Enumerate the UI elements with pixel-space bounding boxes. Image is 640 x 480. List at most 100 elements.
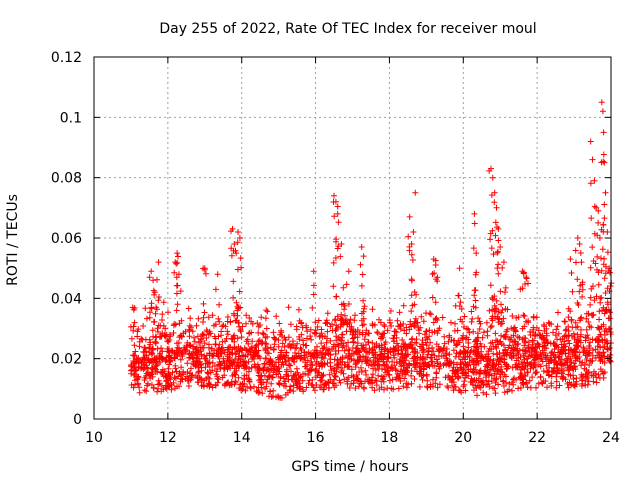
data-point <box>556 382 563 389</box>
data-point <box>224 379 231 386</box>
data-point <box>412 320 418 327</box>
data-point <box>597 354 604 361</box>
data-point <box>606 269 613 276</box>
data-point <box>560 344 567 351</box>
data-point <box>335 219 342 226</box>
data-point <box>399 337 406 343</box>
data-point <box>496 349 503 356</box>
data-point <box>483 319 490 326</box>
data-point <box>471 210 478 217</box>
data-point <box>542 378 549 385</box>
data-point <box>391 362 398 369</box>
data-point <box>424 377 431 384</box>
data-point <box>502 305 509 312</box>
data-point <box>551 346 558 353</box>
data-point <box>144 382 150 389</box>
data-point <box>234 239 241 246</box>
data-point <box>419 376 426 383</box>
data-point <box>361 385 368 392</box>
data-point <box>553 384 560 391</box>
data-point <box>491 385 498 392</box>
data-point <box>476 326 483 332</box>
data-point <box>418 365 425 372</box>
data-point <box>345 363 352 370</box>
data-point <box>492 219 499 226</box>
data-point <box>449 367 456 374</box>
data-point <box>206 383 213 390</box>
data-point <box>470 349 477 356</box>
data-point <box>558 341 565 348</box>
data-point <box>393 376 400 383</box>
data-point <box>329 327 336 334</box>
data-point <box>412 339 418 346</box>
data-point <box>553 373 560 380</box>
data-point <box>339 331 346 338</box>
data-point <box>601 159 608 166</box>
data-point <box>523 274 530 281</box>
data-point <box>165 374 172 381</box>
data-point <box>287 383 294 390</box>
data-point <box>287 362 294 369</box>
data-point <box>141 377 148 383</box>
data-point <box>212 286 219 293</box>
data-point <box>515 360 522 367</box>
data-point <box>177 356 184 363</box>
data-point <box>150 384 157 391</box>
data-point <box>395 385 402 392</box>
data-point <box>273 394 279 401</box>
data-point <box>513 314 520 321</box>
data-point <box>335 334 342 341</box>
data-point <box>348 323 355 330</box>
data-point <box>593 379 600 386</box>
x-axis-label: GPS time / hours <box>291 459 408 475</box>
data-point <box>598 294 605 301</box>
data-point <box>571 336 578 342</box>
data-point <box>342 312 348 319</box>
data-point <box>345 354 352 361</box>
data-point <box>329 380 336 387</box>
data-point <box>554 367 561 374</box>
data-point <box>492 330 499 337</box>
data-point <box>158 345 165 352</box>
data-point <box>306 367 313 374</box>
data-point <box>310 353 317 360</box>
data-point <box>350 357 357 364</box>
data-point <box>242 387 249 394</box>
data-point <box>224 331 231 338</box>
data-point <box>433 369 440 376</box>
data-point <box>567 256 574 263</box>
data-point <box>472 297 479 304</box>
data-point <box>378 333 385 340</box>
data-point <box>261 361 268 368</box>
data-point <box>293 355 300 362</box>
data-point <box>490 296 496 303</box>
data-point <box>420 346 427 353</box>
data-point <box>591 297 598 304</box>
data-point <box>209 384 216 391</box>
data-point <box>316 333 323 340</box>
data-point <box>504 326 511 333</box>
data-point <box>457 351 464 358</box>
data-point <box>292 345 299 352</box>
data-point <box>563 333 570 340</box>
data-point <box>228 228 234 235</box>
data-point <box>310 268 317 275</box>
data-point <box>173 274 180 281</box>
data-point <box>473 353 480 359</box>
data-point <box>418 372 425 379</box>
data-point <box>502 347 509 354</box>
data-point <box>534 343 541 350</box>
data-point <box>142 336 149 343</box>
data-point <box>409 335 416 342</box>
data-point <box>174 340 180 347</box>
data-point <box>596 308 603 315</box>
data-point <box>521 323 528 330</box>
data-point <box>583 315 590 322</box>
data-point <box>530 337 537 344</box>
data-point <box>305 372 312 378</box>
data-point <box>338 301 345 308</box>
data-point <box>234 312 241 319</box>
data-point <box>466 329 473 336</box>
data-point <box>292 371 299 378</box>
data-point <box>154 325 161 332</box>
